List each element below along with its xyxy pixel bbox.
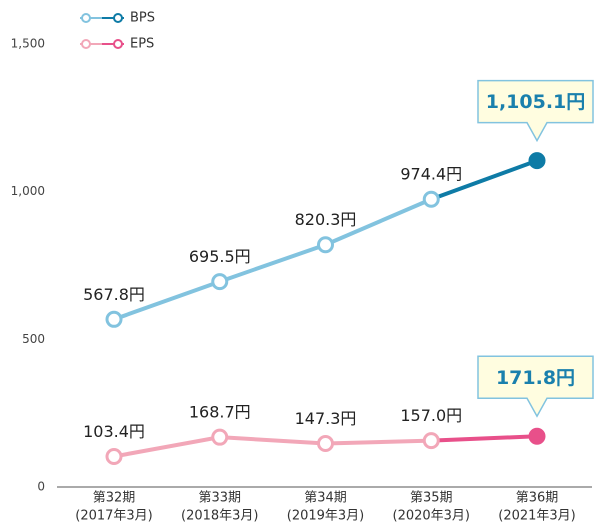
- point: [211, 428, 229, 446]
- callout-label: 1,105.1円: [486, 91, 586, 113]
- point: [422, 432, 440, 450]
- value-label: 567.8円: [83, 285, 145, 304]
- legend-marker: [113, 13, 123, 23]
- legend-marker: [113, 39, 123, 49]
- point: [317, 434, 334, 452]
- value-label: 820.3円: [295, 210, 357, 229]
- point: [528, 152, 546, 170]
- callout-box: [477, 355, 594, 418]
- x-tick-date: (2020年3月): [393, 509, 471, 524]
- value-label: 168.7円: [189, 403, 251, 422]
- y-tick-label: 500: [22, 332, 45, 346]
- legend-label: BPS: [130, 11, 155, 26]
- point: [211, 273, 229, 291]
- callout-box: [477, 79, 594, 143]
- series-line: [429, 434, 539, 443]
- y-tick-label: 1,500: [11, 37, 45, 51]
- legend-marker: [81, 39, 91, 49]
- x-tick-date: (2018年3月): [181, 509, 259, 524]
- value-label: 695.5円: [189, 247, 251, 266]
- x-tick-date: (2017年3月): [75, 509, 153, 524]
- legend-marker: [81, 13, 91, 23]
- series-line: [429, 158, 539, 202]
- callout-label: 171.8円: [496, 367, 575, 389]
- point: [422, 190, 440, 208]
- point: [105, 310, 123, 328]
- x-tick-label: 第33期: [198, 491, 241, 506]
- y-tick-label: 0: [37, 480, 45, 494]
- x-tick-date: (2021年3月): [498, 509, 576, 524]
- x-tick-date: (2019年3月): [287, 509, 365, 524]
- value-label: 974.4円: [400, 165, 462, 184]
- value-label: 147.3円: [295, 409, 357, 428]
- x-tick-label: 第32期: [93, 491, 136, 506]
- point: [105, 447, 123, 465]
- legend-label: EPS: [130, 37, 154, 52]
- point: [528, 427, 546, 445]
- series-line: [112, 435, 434, 459]
- x-tick-label: 第36期: [516, 491, 559, 506]
- y-tick-label: 1,000: [11, 184, 45, 198]
- series-line: [112, 197, 434, 322]
- value-label: 157.0円: [400, 406, 462, 425]
- x-tick-label: 第34期: [304, 491, 347, 506]
- x-tick-label: 第35期: [410, 491, 453, 506]
- value-label: 103.4円: [83, 422, 145, 441]
- point: [317, 236, 334, 254]
